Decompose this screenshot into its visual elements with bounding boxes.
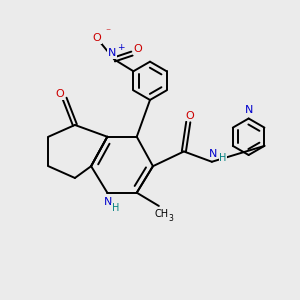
- Text: H: H: [112, 203, 119, 213]
- Text: N: N: [104, 197, 112, 207]
- Text: O: O: [134, 44, 142, 54]
- Text: O: O: [185, 110, 194, 121]
- Text: H: H: [219, 153, 227, 163]
- Text: N: N: [108, 48, 116, 58]
- Text: O: O: [56, 89, 64, 99]
- Text: N: N: [209, 148, 218, 158]
- Text: +: +: [117, 43, 124, 52]
- Text: 3: 3: [169, 214, 174, 223]
- Text: ⁻: ⁻: [105, 27, 110, 37]
- Text: N: N: [244, 105, 253, 115]
- Text: O: O: [92, 33, 101, 43]
- Text: CH: CH: [155, 209, 169, 219]
